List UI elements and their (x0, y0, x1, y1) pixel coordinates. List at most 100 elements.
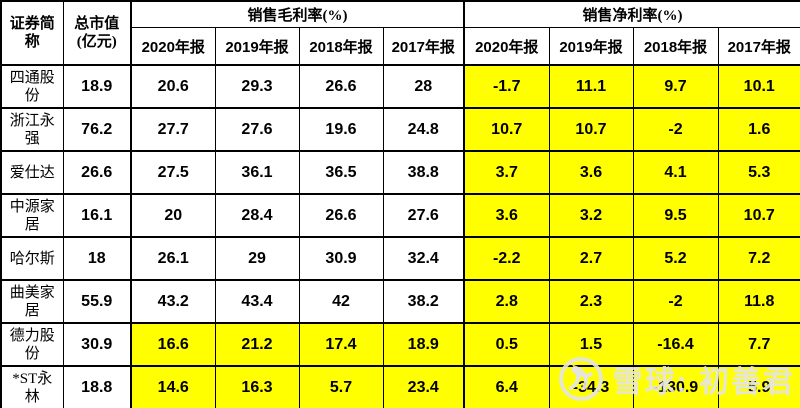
gross-margin-cell: 27.6 (382, 193, 465, 238)
net-margin-cell: 9.5 (632, 193, 719, 238)
gross-margin-cell: 26.6 (298, 64, 384, 109)
gross-margin-cell: 16.6 (130, 322, 216, 367)
gross-margin-cell: 26.1 (130, 236, 216, 281)
net-margin-cell: 2.3 (548, 279, 634, 324)
net-margin-cell: 7.7 (717, 322, 800, 367)
market-cap-cell: 18.8 (62, 365, 132, 408)
market-cap-cell: 30.9 (62, 322, 132, 367)
table-row: 中源家居 16.1 20 28.4 26.6 27.6 3.6 3.2 9.5 10.7 (0, 193, 800, 238)
table-row: 德力股份 30.9 16.6 21.2 17.4 18.9 0.5 1.5 -16.4 7.7 (0, 322, 800, 367)
net-margin-cell: -1.7 (463, 64, 550, 109)
net-margin-cell: 3.2 (548, 193, 634, 238)
net-margin-cell: 2.8 (463, 279, 550, 324)
gross-margin-cell: 28.4 (214, 193, 300, 238)
market-cap-cell: 26.6 (62, 150, 132, 195)
gross-margin-cell: 27.5 (130, 150, 216, 195)
table-row: *ST永林 18.8 14.6 16.3 5.7 23.4 6.4 -34.3 -130.9 5.… (0, 365, 800, 408)
net-margin-cell: 2.7 (548, 236, 634, 281)
header-year-row: 2020年报 2019年报 2018年报 2017年报 2020年报 2019年报 2018… (1, 27, 800, 66)
header-net-margin-group: 销售净利率(%) (463, 0, 800, 28)
net-margin-cell: -34.3 (548, 365, 634, 408)
net-margin-cell: -2 (632, 279, 719, 324)
stock-name-cell: 德力股份 (0, 322, 64, 367)
net-margin-cell: 6.4 (463, 365, 550, 408)
gross-margin-cell: 26.6 (298, 193, 384, 238)
gross-margin-cell: 36.1 (214, 150, 300, 195)
net-margin-cell: 1.5 (548, 322, 634, 367)
gross-margin-cell: 18.9 (382, 322, 465, 367)
net-margin-cell: 10.7 (463, 107, 550, 152)
gross-margin-cell: 24.8 (382, 107, 465, 152)
stock-name-cell: 爱仕达 (0, 150, 64, 195)
gross-margin-cell: 27.6 (214, 107, 300, 152)
header-year-net-2017年报: 2017年报 (717, 27, 800, 66)
header-year-net-2019年报: 2019年报 (548, 27, 634, 66)
header-gross-margin-group: 销售毛利率(%) (130, 0, 465, 28)
net-margin-cell: 5.9 (717, 365, 800, 408)
stock-name-cell: 四通股份 (0, 64, 64, 109)
gross-margin-cell: 38.2 (382, 279, 465, 324)
gross-margin-cell: 32.4 (382, 236, 465, 281)
net-margin-cell: 11.1 (548, 64, 634, 109)
net-margin-cell: 1.6 (717, 107, 800, 152)
gross-margin-cell: 43.4 (214, 279, 300, 324)
market-cap-cell: 18.9 (62, 64, 132, 109)
header-year-gross-2019年报: 2019年报 (214, 27, 300, 66)
net-margin-cell: 5.3 (717, 150, 800, 195)
gross-margin-cell: 5.7 (298, 365, 384, 408)
gross-margin-cell: 14.6 (130, 365, 216, 408)
gross-margin-cell: 20 (130, 193, 216, 238)
net-margin-cell: 9.7 (632, 64, 719, 109)
market-cap-cell: 16.1 (62, 193, 132, 238)
gross-margin-cell: 43.2 (130, 279, 216, 324)
net-margin-cell: 10.7 (548, 107, 634, 152)
market-cap-cell: 76.2 (62, 107, 132, 152)
gross-margin-cell: 28 (382, 64, 465, 109)
gross-margin-cell: 23.4 (382, 365, 465, 408)
net-margin-cell: -130.9 (632, 365, 719, 408)
net-margin-cell: 4.1 (632, 150, 719, 195)
gross-margin-cell: 27.7 (130, 107, 216, 152)
header-group-row: 证券简称 总市值(亿元) 销售毛利率(%) 销售净利率(%) (0, 0, 800, 66)
gross-margin-cell: 19.6 (298, 107, 384, 152)
net-margin-cell: 11.8 (717, 279, 800, 324)
gross-margin-cell: 17.4 (298, 322, 384, 367)
gross-margin-cell: 42 (298, 279, 384, 324)
header-year-gross-2017年报: 2017年报 (382, 27, 465, 66)
gross-margin-cell: 36.5 (298, 150, 384, 195)
net-margin-cell: 3.6 (463, 193, 550, 238)
net-margin-cell: 0.5 (463, 322, 550, 367)
net-margin-cell: 3.7 (463, 150, 550, 195)
header-year-net-2018年报: 2018年报 (632, 27, 719, 66)
table-row: 哈尔斯 18 26.1 29 30.9 32.4 -2.2 2.7 5.2 7.2 (0, 236, 800, 281)
header-market-cap: 总市值(亿元) (62, 0, 132, 66)
market-cap-cell: 18 (62, 236, 132, 281)
table-row: 四通股份 18.9 20.6 29.3 26.6 28 -1.7 11.1 9.7 10.1 (0, 64, 800, 109)
stock-name-cell: 浙江永强 (0, 107, 64, 152)
gross-margin-cell: 21.2 (214, 322, 300, 367)
net-margin-cell: -2.2 (463, 236, 550, 281)
header-year-net-2020年报: 2020年报 (463, 27, 550, 66)
gross-margin-cell: 38.8 (382, 150, 465, 195)
stock-name-cell: 曲美家居 (0, 279, 64, 324)
table-row: 浙江永强 76.2 27.7 27.6 19.6 24.8 10.7 10.7 -2 1.6 (0, 107, 800, 152)
net-margin-cell: 10.7 (717, 193, 800, 238)
gross-margin-cell: 20.6 (130, 64, 216, 109)
gross-margin-cell: 16.3 (214, 365, 300, 408)
net-margin-cell: -2 (632, 107, 719, 152)
stock-name-cell: 中源家居 (0, 193, 64, 238)
stock-name-cell: 哈尔斯 (0, 236, 64, 281)
header-year-gross-2020年报: 2020年报 (130, 27, 216, 66)
net-margin-cell: -16.4 (632, 322, 719, 367)
table-row: 爱仕达 26.6 27.5 36.1 36.5 38.8 3.7 3.6 4.1 5.3 (0, 150, 800, 195)
market-cap-cell: 55.9 (62, 279, 132, 324)
gross-margin-cell: 29 (214, 236, 300, 281)
table-row: 曲美家居 55.9 43.2 43.4 42 38.2 2.8 2.3 -2 11.8 (0, 279, 800, 324)
gross-margin-cell: 30.9 (298, 236, 384, 281)
header-stock-name: 证券简称 (0, 0, 64, 66)
net-margin-cell: 3.6 (548, 150, 634, 195)
gross-margin-cell: 29.3 (214, 64, 300, 109)
header-year-gross-2018年报: 2018年报 (298, 27, 384, 66)
net-margin-cell: 10.1 (717, 64, 800, 109)
